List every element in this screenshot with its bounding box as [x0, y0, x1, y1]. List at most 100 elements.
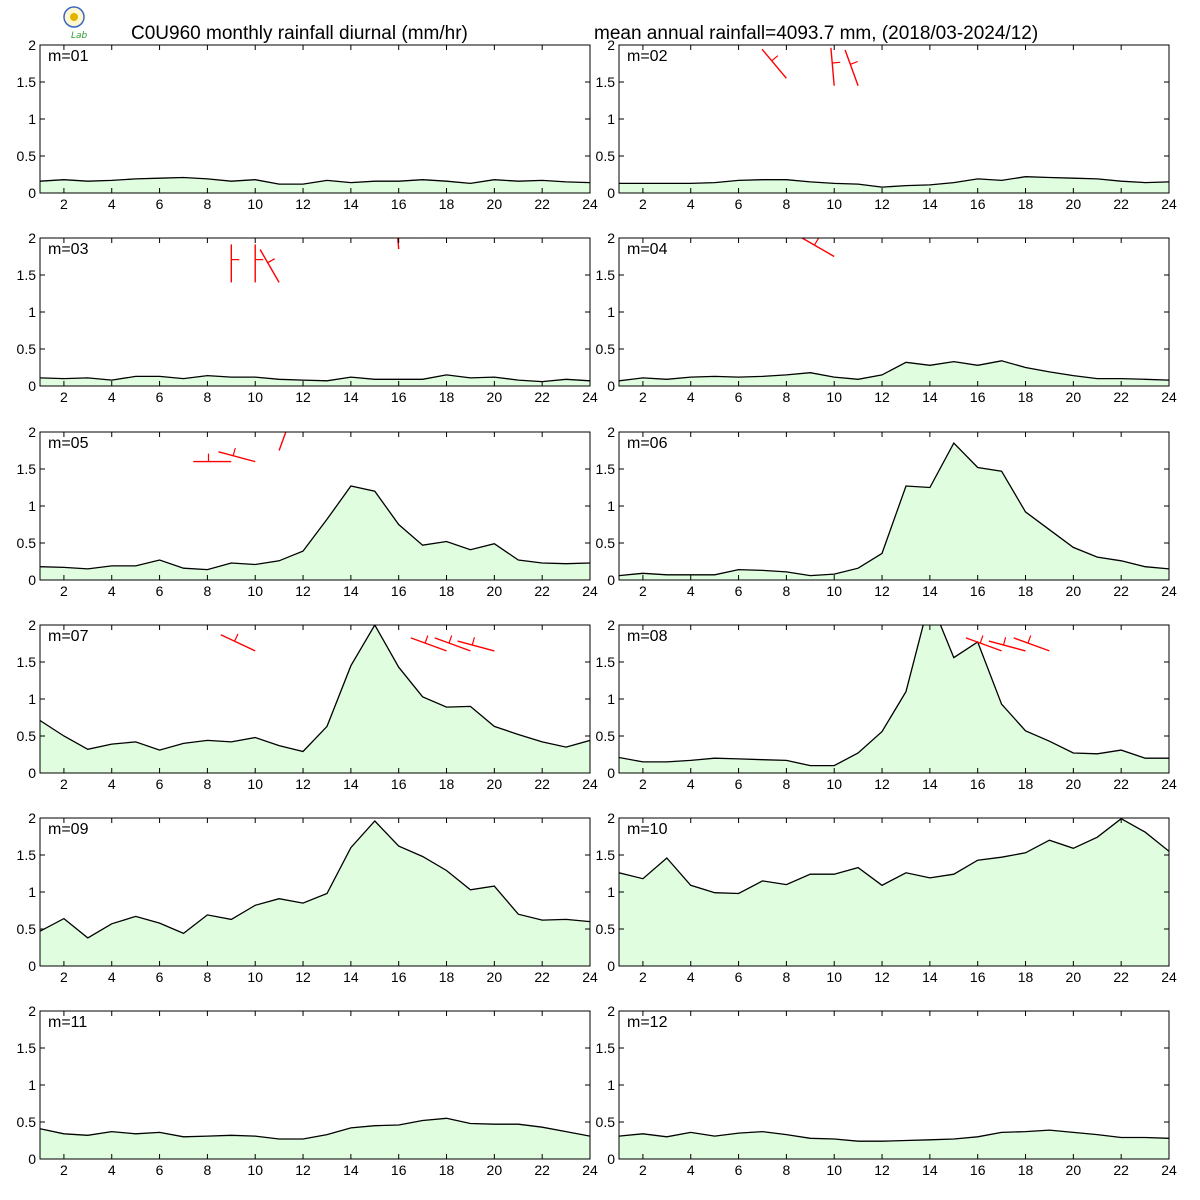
x-tick-label: 6	[156, 389, 164, 405]
rain-area	[619, 818, 1169, 966]
wind-barb-feather	[1000, 988, 1008, 989]
wind-barb-shaft	[517, 432, 519, 433]
y-tick-label: 1.5	[17, 461, 37, 477]
wind-barb	[517, 238, 519, 239]
x-tick-label: 2	[60, 389, 68, 405]
y-tick-label: 1	[28, 884, 36, 900]
wind-barb	[134, 238, 136, 239]
rain-line	[619, 818, 1169, 895]
y-tick-label: 0	[607, 765, 615, 781]
x-tick-label: 18	[1018, 1162, 1034, 1178]
wind-barb	[761, 818, 763, 819]
wind-barb-feather	[1163, 601, 1171, 603]
x-tick-label: 16	[391, 583, 407, 599]
wind-barb-shaft	[1144, 238, 1146, 239]
wind-barb-feather	[349, 215, 357, 216]
x-tick-label: 24	[1161, 583, 1177, 599]
wind-barb	[953, 818, 954, 819]
rain-area	[619, 443, 1169, 580]
wind-barb-feather	[514, 987, 522, 988]
wind-barb-feather	[437, 408, 444, 411]
wind-barb	[1139, 214, 1147, 239]
wind-barb-feather	[611, 987, 619, 990]
wind-barb	[397, 238, 400, 250]
x-tick-label: 12	[295, 776, 311, 792]
wind-barb-shaft	[666, 238, 667, 239]
wind-barb-shaft	[713, 238, 715, 239]
x-tick-label: 14	[922, 969, 938, 985]
wind-barb-feather	[285, 603, 293, 605]
wind-barb-shaft	[713, 625, 715, 626]
wind-barb-shaft	[857, 818, 859, 819]
wind-barb-shaft	[421, 238, 423, 239]
wind-barb-shaft	[1144, 432, 1146, 433]
panel-plot-area	[619, 601, 1171, 773]
wind-barb-feather	[1060, 22, 1067, 27]
wind-barb-shaft	[1000, 238, 1002, 239]
wind-barb-shaft	[830, 47, 835, 86]
x-tick-label: 14	[343, 196, 359, 212]
wind-barb-feather	[1139, 214, 1147, 216]
wind-barb	[857, 1011, 859, 1012]
x-tick-label: 20	[1066, 1162, 1082, 1178]
wind-barb-feather	[846, 412, 853, 416]
wind-barb	[666, 818, 667, 819]
wind-barb-shaft	[516, 625, 519, 626]
x-tick-label: 16	[970, 1162, 986, 1178]
wind-barb-feather	[490, 21, 498, 22]
wind-barb	[1000, 988, 1008, 1012]
x-tick-label: 16	[970, 196, 986, 212]
wind-barb-shaft	[857, 238, 859, 239]
wind-barb	[953, 625, 954, 626]
x-tick-label: 16	[970, 389, 986, 405]
rain-area	[40, 177, 590, 193]
wind-barb-shaft	[809, 625, 811, 626]
x-tick-label: 12	[874, 389, 890, 405]
wind-barb-shaft	[1096, 45, 1098, 46]
x-tick-label: 20	[487, 196, 503, 212]
wind-barb	[230, 244, 240, 283]
wind-barb-feather	[856, 795, 864, 796]
x-tick-label: 4	[687, 776, 695, 792]
wind-barb	[1096, 1011, 1098, 1012]
wind-barb	[844, 49, 859, 86]
wind-barb-shaft	[953, 625, 954, 626]
wind-barb-feather	[36, 408, 44, 409]
x-tick-label: 22	[1113, 389, 1129, 405]
wind-barb-shaft	[1048, 1011, 1050, 1012]
wind-barb-feather	[110, 22, 118, 23]
x-tick-label: 8	[782, 969, 790, 985]
wind-barb-feather	[267, 258, 275, 264]
wind-barb-shaft	[517, 45, 519, 46]
wind-barb-shaft	[278, 818, 280, 819]
wind-barb-feather	[979, 635, 984, 644]
wind-barb	[182, 1011, 184, 1012]
x-tick-label: 2	[639, 776, 647, 792]
x-tick-label: 10	[826, 583, 842, 599]
panel-frame	[39, 44, 591, 194]
rain-area	[619, 176, 1169, 193]
wind-barb-shaft	[397, 238, 400, 250]
x-tick-label: 8	[782, 583, 790, 599]
wind-barb	[421, 1011, 423, 1012]
x-tick-label: 16	[391, 389, 407, 405]
wind-barb-shaft	[1096, 1011, 1098, 1012]
panel-month-label: m=05	[48, 435, 89, 452]
x-tick-label: 16	[391, 1162, 407, 1178]
wind-barb-shaft	[565, 818, 567, 819]
wind-barb	[809, 1011, 811, 1012]
rain-area	[619, 360, 1169, 386]
rain-area	[40, 821, 590, 966]
wind-barb-feather	[205, 988, 213, 989]
wind-barb-feather	[459, 408, 466, 412]
wind-barb-feather	[880, 988, 888, 989]
wind-barb-shaft	[374, 818, 375, 819]
rain-area	[40, 625, 590, 773]
wind-barb	[565, 1011, 567, 1012]
wind-barb-feather	[110, 602, 118, 603]
wind-barb-feather	[641, 215, 649, 216]
wind-barb-feather	[331, 410, 339, 411]
wind-barb-shaft	[1144, 45, 1146, 46]
